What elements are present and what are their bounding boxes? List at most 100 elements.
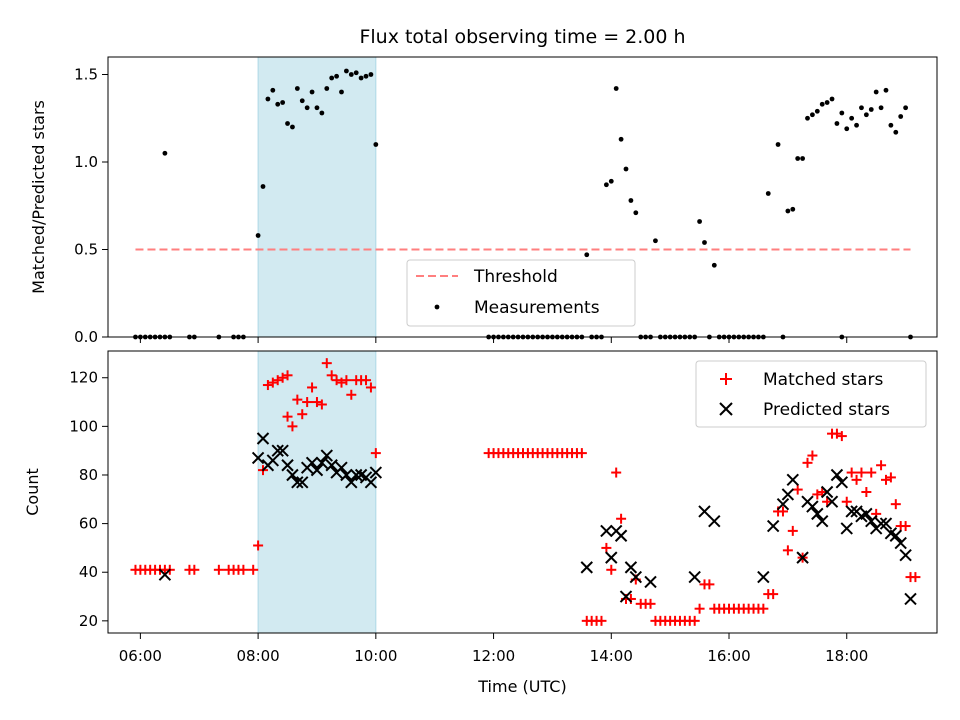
measurement-point: [839, 110, 845, 116]
measurement-point: [653, 238, 658, 244]
predicted-star-point: [296, 476, 309, 489]
x-tick-label: 06:00: [119, 647, 162, 665]
measurement-point: [299, 98, 305, 104]
legend-measurements-label: Measurements: [474, 298, 600, 318]
matched-star-point: [601, 542, 612, 553]
predicted-star-point: [899, 548, 912, 562]
matched-star-point: [802, 457, 813, 468]
measurement-point: [353, 70, 359, 76]
measurement-point: [775, 142, 781, 147]
matched-star-point: [321, 358, 332, 369]
measurement-point: [854, 122, 859, 128]
measurement-point: [270, 87, 276, 93]
matched-star-point: [287, 421, 298, 432]
predicted-star-point: [276, 444, 289, 457]
measurement-point: [363, 73, 369, 79]
predicted-star-point: [820, 485, 834, 499]
legend-predicted-swatch: [719, 402, 733, 416]
predicted-star-point: [879, 517, 893, 530]
measurement-point: [873, 89, 879, 95]
predicted-star-point: [305, 456, 319, 470]
measurement-point: [285, 121, 290, 126]
matched-star-point: [341, 375, 352, 386]
predicted-star-point: [796, 551, 809, 564]
matched-star-point: [861, 487, 872, 497]
predicted-star-point: [757, 570, 770, 584]
matched-star-point: [890, 499, 901, 510]
top-legend-box: [406, 259, 636, 327]
matched-star-point: [856, 467, 867, 478]
measurement-point: [309, 89, 315, 95]
x-tick-label: 12:00: [472, 647, 515, 665]
bottom-y-ticks: 20 40 60 80 100 120: [69, 369, 108, 630]
measurement-point: [711, 262, 717, 268]
bottom-legend: Matched stars Predicted stars: [695, 360, 927, 428]
measurement-point: [697, 219, 702, 224]
measurement-point: [819, 101, 825, 107]
predicted-star-point: [865, 514, 878, 528]
matched-star-point: [238, 564, 249, 575]
top-x-ticks: [139, 337, 848, 343]
matched-star-point: [213, 564, 224, 575]
bottom-x-ticks: 06:00 08:00 10:00 12:00 14:00 16:00 18:00: [119, 633, 868, 665]
predicted-star-point: [580, 561, 593, 574]
predicted-star-point: [708, 514, 721, 528]
predicted-star-point: [291, 476, 304, 489]
predicted-star-point: [320, 449, 333, 462]
measurement-point: [878, 105, 884, 111]
measurement-point: [255, 233, 261, 238]
measurement-point: [265, 96, 271, 102]
matched-star-point: [817, 487, 828, 497]
x-tick-label: 10:00: [354, 647, 397, 665]
measurement-point: [618, 136, 624, 142]
matched-star-point: [361, 375, 372, 386]
bottom-y-tick-label: 80: [79, 466, 98, 484]
matched-star-point: [841, 496, 852, 507]
measurement-point: [888, 122, 894, 128]
measurement-point: [319, 110, 325, 116]
measurement-point: [829, 96, 835, 102]
measurement-point: [824, 100, 830, 105]
measurement-point: [304, 105, 310, 111]
bottom-y-tick-label: 20: [79, 612, 98, 630]
matched-star-point: [900, 521, 911, 532]
matched-star-point: [189, 564, 200, 575]
matched-star-point: [576, 448, 587, 459]
measurement-point: [290, 124, 295, 130]
matched-star-point: [777, 506, 788, 517]
measurement-point: [584, 252, 590, 258]
matched-star-point: [910, 572, 921, 583]
measurement-point: [898, 114, 904, 119]
predicted-star-point: [629, 570, 643, 584]
chart-title: Flux total observing time = 2.00 h: [359, 26, 685, 48]
predicted-star-point: [600, 524, 613, 538]
bottom-y-tick-label: 60: [79, 515, 98, 533]
measurement-point: [628, 198, 634, 203]
measurement-point: [348, 72, 354, 77]
matched-star-point: [611, 467, 622, 478]
top-y-ticks: 0.0 0.5 1.0 1.5: [74, 66, 108, 346]
matched-star-point: [768, 589, 779, 600]
matched-star-point: [248, 564, 259, 575]
measurement-point: [613, 86, 619, 91]
predicted-star-point: [825, 495, 839, 508]
predicted-star-point: [835, 476, 849, 489]
matched-star-point: [782, 545, 793, 556]
predicted-star-point: [845, 505, 858, 518]
bottom-y-axis-label: Count: [23, 468, 42, 516]
count-panel: 20 40 60 80 100 120 06:00 08:00 10:00 12:00 14:00…: [23, 350, 938, 696]
predicted-star-point: [266, 454, 280, 467]
predicted-star-point: [644, 575, 657, 589]
predicted-star-point: [281, 459, 294, 472]
matched-star-point: [292, 394, 303, 405]
matched-star-point: [326, 370, 337, 381]
measurement-point: [294, 86, 300, 91]
top-y-axis-label: Matched/Predicted stars: [29, 100, 48, 294]
predicted-star-point: [350, 468, 363, 482]
predicted-star-point: [786, 473, 799, 487]
predicted-star-point: [325, 459, 338, 472]
top-y-tick-label: 1.0: [74, 153, 98, 171]
predicted-star-point: [619, 590, 633, 603]
measurement-point: [810, 112, 815, 118]
legend-matched-swatch: [720, 373, 732, 385]
